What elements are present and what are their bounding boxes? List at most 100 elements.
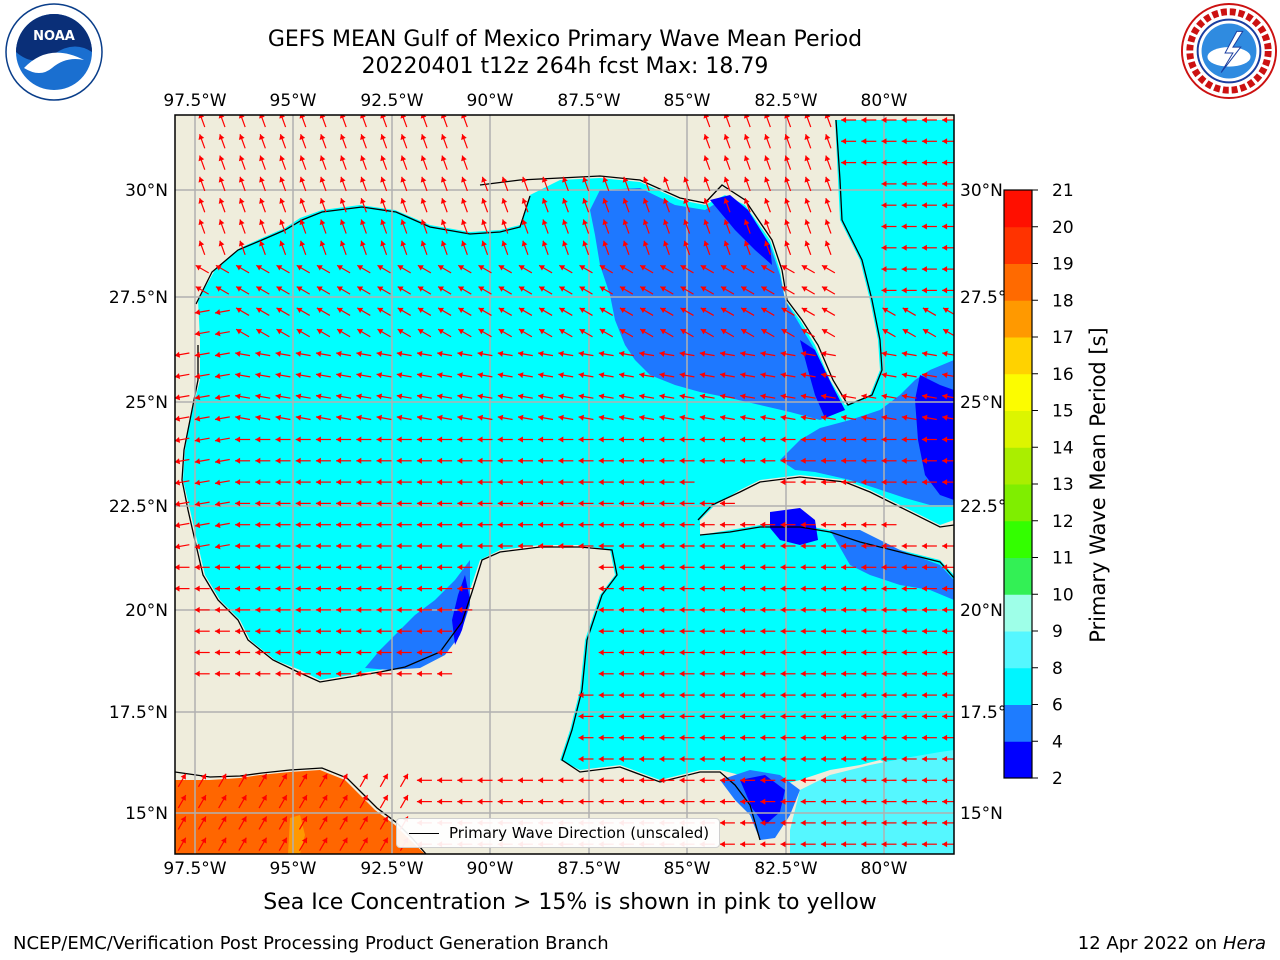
legend-line-swatch	[409, 832, 439, 834]
wave-arrow-head	[180, 837, 186, 844]
map-title: GEFS MEAN Gulf of Mexico Primary Wave Me…	[267, 27, 863, 52]
colorbar-tick-label: 11	[1052, 549, 1074, 569]
colorbar-segment	[1004, 447, 1032, 485]
wave-arrow-head	[719, 521, 725, 528]
wave-arrow-head	[356, 500, 362, 507]
wave-arrow-head	[295, 479, 301, 486]
wave-arrow-head	[376, 372, 383, 379]
wave-arrow-head	[396, 372, 403, 379]
wave-arrow-head	[558, 521, 564, 528]
wave-arrow-head	[198, 240, 205, 247]
wave-arrow-head	[255, 521, 261, 528]
wave-arrow-head	[377, 286, 384, 292]
wave-arrow-head	[541, 198, 548, 204]
wave-arrow-head	[376, 543, 382, 549]
wave-arrow-head	[279, 176, 285, 183]
wave-arrow-head	[396, 543, 402, 549]
wave-arrow-head	[599, 329, 606, 335]
wave-arrow-head	[861, 138, 867, 145]
wave-arrow-head	[663, 219, 669, 226]
wave-arrow-head	[942, 223, 948, 230]
wave-arrow-head	[719, 777, 725, 784]
wave-arrow-head	[760, 521, 766, 528]
wave-arrow-head	[256, 286, 263, 292]
wave-arrow-head	[679, 414, 686, 421]
wave-arrow-head	[764, 176, 770, 183]
wave-arrow-head	[295, 436, 301, 443]
wave-arrow-head	[881, 756, 887, 762]
wave-arrow-head	[420, 115, 427, 119]
longitude-tick-label: 87.5°W	[557, 859, 620, 879]
wave-arrow-head	[780, 350, 787, 357]
wave-arrow-head	[194, 564, 200, 571]
wave-arrow-head	[578, 479, 584, 486]
wave-arrow-head	[921, 202, 927, 209]
wave-arrow-head	[478, 286, 485, 292]
wave-arrow-head	[457, 564, 463, 571]
wave-arrow-head	[881, 457, 887, 464]
colorbar-tick-label: 16	[1052, 365, 1074, 385]
wave-arrow-head	[299, 240, 306, 247]
wave-arrow-head	[316, 350, 322, 357]
wave-arrow-head	[175, 564, 180, 571]
wave-arrow-head	[760, 585, 766, 592]
wave-arrow-head	[901, 543, 907, 549]
wave-arrow-head	[276, 265, 283, 271]
wave-arrow-head	[800, 841, 806, 848]
wave-arrow-head	[437, 585, 443, 592]
wave-arrow-head	[942, 244, 948, 251]
wave-arrow-head	[396, 414, 403, 421]
wave-arrow-head	[780, 436, 786, 443]
wave-arrow-head	[800, 606, 806, 613]
wave-arrow-head	[683, 176, 689, 183]
wave-arrow-head	[800, 564, 806, 571]
wave-arrow-head	[396, 457, 402, 464]
longitude-tick-label: 82.5°W	[754, 859, 817, 879]
wave-arrow-head	[699, 543, 705, 549]
wave-arrow-head	[639, 585, 645, 592]
wave-arrow-head	[820, 819, 826, 826]
wave-arrow-head	[582, 176, 588, 183]
wave-arrow-head	[218, 198, 225, 204]
wave-arrow-head	[820, 777, 826, 784]
wave-arrow-head	[215, 394, 221, 401]
wave-arrow-head	[296, 329, 303, 335]
colorbar-tick-label: 8	[1052, 659, 1063, 679]
wave-arrow-head	[861, 649, 867, 656]
wave-arrow-head	[235, 436, 241, 443]
wave-arrow-head	[440, 176, 447, 183]
wave-arrow-head	[901, 670, 907, 677]
wave-arrow-head	[281, 795, 287, 801]
wave-arrow-head	[579, 286, 586, 292]
wave-arrow-head	[780, 628, 786, 635]
wave-arrow-head	[457, 436, 463, 443]
wave-arrow-head	[316, 372, 322, 379]
wave-arrow-head	[660, 286, 667, 292]
wave-arrow-head	[198, 219, 205, 226]
wave-arrow-head	[235, 564, 241, 571]
wave-arrow-head	[497, 500, 503, 507]
wave-arrow-head	[214, 564, 220, 571]
wave-arrow-head	[517, 543, 523, 549]
wave-arrow-head	[255, 414, 261, 421]
wave-arrow-head	[275, 670, 281, 677]
wave-arrow-head	[942, 819, 948, 826]
wave-arrow-head	[457, 521, 463, 528]
wave-arrow-head	[279, 134, 285, 140]
wave-arrow-head	[821, 414, 827, 421]
wave-arrow-head	[800, 350, 807, 357]
wave-arrow-head	[699, 734, 705, 741]
wave-arrow-head	[356, 479, 362, 486]
wave-arrow-head	[942, 543, 948, 549]
wave-arrow-head	[275, 393, 282, 400]
wave-arrow-head	[780, 841, 786, 848]
wave-arrow-head	[194, 649, 200, 656]
gulf-period-4-6-east	[590, 188, 845, 420]
wave-arrow-head	[397, 265, 404, 271]
wave-arrow-head	[457, 543, 463, 549]
wave-arrow-head	[598, 756, 604, 762]
wave-arrow-head	[820, 798, 826, 805]
wave-arrow-head	[659, 457, 665, 464]
wave-arrow-head	[921, 117, 927, 123]
wave-arrow-head	[901, 287, 907, 294]
